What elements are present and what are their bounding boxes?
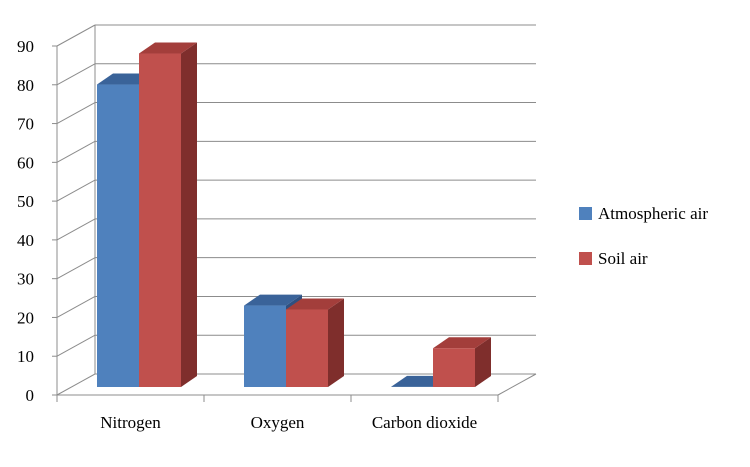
y-tick-label: 70	[17, 115, 34, 134]
bar	[139, 53, 181, 388]
gridline-depth	[56, 102, 96, 124]
bar-top	[244, 294, 302, 306]
bar	[97, 84, 139, 388]
y-tick-label: 50	[17, 192, 34, 211]
y-tick-label: 80	[17, 76, 34, 95]
gridline-depth	[56, 257, 96, 280]
bar	[433, 348, 475, 387]
bar-top	[433, 337, 491, 349]
bar-top	[139, 42, 197, 54]
bar	[244, 305, 286, 387]
x-tick-label: Oxygen	[251, 413, 305, 432]
y-tick-label: 20	[17, 308, 34, 327]
legend-label: Atmospheric air	[598, 204, 708, 223]
y-tick-label: 60	[17, 153, 34, 172]
bar-side	[475, 337, 491, 387]
y-tick-label: 90	[17, 37, 34, 56]
y-tick-label: 40	[17, 231, 34, 250]
legend-swatch	[579, 207, 592, 220]
legend-swatch	[579, 252, 592, 265]
y-tick-label: 10	[17, 347, 34, 366]
x-tick-label: Nitrogen	[100, 413, 161, 432]
gridline-depth	[56, 179, 96, 202]
x-tick-label: Carbon dioxide	[372, 413, 477, 432]
floor-edge	[497, 373, 537, 396]
gridline-depth	[56, 24, 96, 47]
gridline-depth	[56, 334, 96, 357]
y-tick-label: 30	[17, 270, 34, 289]
bar-top	[286, 298, 344, 310]
gridline-depth	[56, 296, 96, 318]
gridline-depth	[56, 140, 96, 163]
gridline-depth	[56, 218, 96, 241]
bar-side	[181, 42, 197, 388]
legend-label: Soil air	[598, 249, 648, 268]
y-tick-label: 0	[26, 386, 35, 405]
bar	[286, 309, 328, 387]
gridline-depth	[56, 63, 96, 86]
gridline-depth	[56, 373, 96, 396]
bar-side	[328, 298, 344, 387]
